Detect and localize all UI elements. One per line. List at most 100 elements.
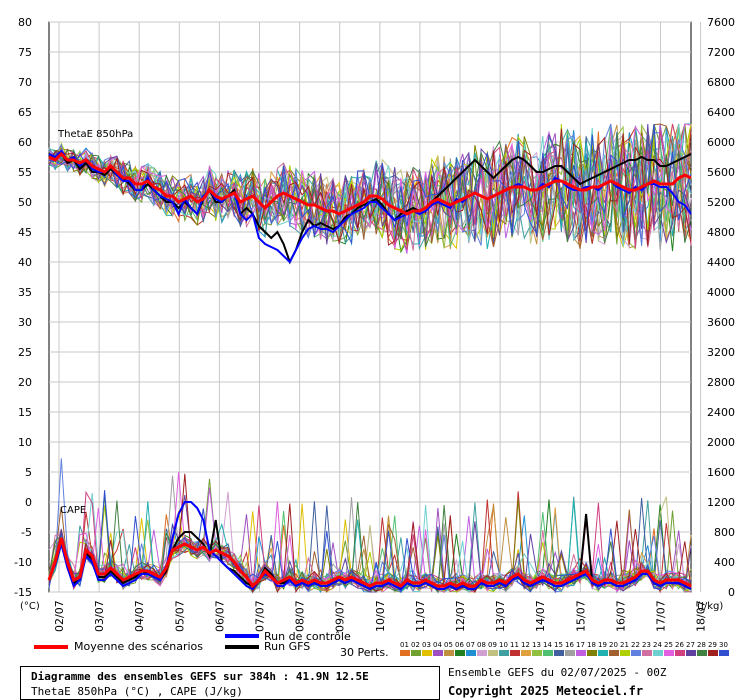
right-tick-label: 3600 <box>707 316 735 329</box>
member-swatch <box>433 650 443 656</box>
thetae-member-line <box>48 123 692 245</box>
member-swatch <box>598 650 608 656</box>
gfs-legend-label: Run GFS <box>264 640 311 653</box>
left-tick-label: -15 <box>14 586 32 599</box>
x-tick-label: 18/07 <box>695 600 708 632</box>
member-swatch <box>532 650 542 656</box>
member-legend: 01 02 03 04 05 06 07 08 09 10 11 12 13 14 15 16 17 18 19 20… <box>400 641 729 656</box>
member-label: 08 <box>477 641 486 649</box>
x-tick-label: 12/07 <box>454 600 467 632</box>
member-label: 16 <box>565 641 574 649</box>
member-label: 23 <box>642 641 651 649</box>
member-swatch <box>565 650 575 656</box>
member-label: 02 <box>411 641 420 649</box>
member-label: 27 <box>686 641 695 649</box>
member-label: 24 <box>653 641 662 649</box>
mean-legend-line <box>34 645 68 649</box>
member-label: 01 <box>400 641 409 649</box>
member-swatch <box>444 650 454 656</box>
perturbations-label: 30 Perts. <box>340 646 389 659</box>
member-label: 09 <box>488 641 497 649</box>
copyright: Copyright 2025 Meteociel.fr <box>448 684 644 698</box>
member-swatch <box>686 650 696 656</box>
member-swatch <box>499 650 509 656</box>
right-tick-label: 7200 <box>707 46 735 59</box>
member-swatch <box>411 650 421 656</box>
right-tick-label: 3200 <box>707 346 735 359</box>
left-tick-label: 55 <box>18 166 32 179</box>
member-label: 18 <box>587 641 596 649</box>
left-tick-label: 30 <box>18 316 32 329</box>
cape-panel-label: CAPE <box>60 505 86 516</box>
left-tick-label: 15 <box>18 406 32 419</box>
member-label: 07 <box>466 641 475 649</box>
x-tick-label: 16/07 <box>614 600 627 632</box>
member-label: 04 <box>433 641 442 649</box>
member-label: 11 <box>510 641 519 649</box>
right-tick-label: 400 <box>714 556 735 569</box>
left-tick-label: 75 <box>18 46 32 59</box>
right-tick-label: 4000 <box>707 286 735 299</box>
cape-mean-line <box>47 537 692 589</box>
member-label: 26 <box>675 641 684 649</box>
thetae-mean-line <box>48 151 692 216</box>
x-tick-label: 15/07 <box>574 600 587 632</box>
control-legend-line <box>225 634 259 638</box>
member-swatch <box>510 650 520 656</box>
left-tick-label: 25 <box>18 346 32 359</box>
x-tick-label: 14/07 <box>534 600 547 632</box>
member-swatch <box>422 650 432 656</box>
member-swatch <box>664 650 674 656</box>
member-label: 10 <box>499 641 508 649</box>
right-axis-unit: (J/kg) <box>697 601 723 612</box>
member-label: 13 <box>532 641 541 649</box>
member-swatch <box>620 650 630 656</box>
member-swatch <box>455 650 465 656</box>
left-tick-label: -5 <box>21 526 32 539</box>
left-tick-label: -10 <box>14 556 32 569</box>
member-swatch <box>466 650 476 656</box>
member-swatch <box>488 650 498 656</box>
member-label: 19 <box>598 641 607 649</box>
chart-title: Diagramme des ensembles GEFS sur 384h : … <box>31 670 369 683</box>
member-swatch <box>576 650 586 656</box>
member-label: 17 <box>576 641 585 649</box>
right-axis: 7600720068006400600056005200480044004000… <box>707 16 735 599</box>
right-tick-label: 2800 <box>707 376 735 389</box>
x-tick-label: 09/07 <box>334 600 347 632</box>
plot-area <box>48 21 692 593</box>
ensemble-run-info: Ensemble GEFS du 02/07/2025 - 00Z <box>448 666 667 679</box>
right-tick-label: 4800 <box>707 226 735 239</box>
member-swatch <box>653 650 663 656</box>
member-label: 20 <box>609 641 618 649</box>
chart-subtitle: ThetaE 850hPa (°C) , CAPE (J/kg) <box>31 685 243 698</box>
left-tick-label: 20 <box>18 376 32 389</box>
left-axis-unit: (°C) <box>20 601 40 612</box>
right-tick-label: 0 <box>728 586 735 599</box>
member-label: 25 <box>664 641 673 649</box>
x-tick-label: 02/07 <box>53 600 66 632</box>
member-swatch <box>697 650 707 656</box>
member-label: 14 <box>543 641 552 649</box>
member-swatch <box>587 650 597 656</box>
right-tick-label: 6400 <box>707 106 735 119</box>
x-tick-label: 05/07 <box>173 600 186 632</box>
right-tick-label: 6000 <box>707 136 735 149</box>
member-swatch <box>554 650 564 656</box>
right-tick-label: 6800 <box>707 76 735 89</box>
right-tick-label: 800 <box>714 526 735 539</box>
member-label: 15 <box>554 641 563 649</box>
member-swatch <box>400 650 410 656</box>
member-label: 06 <box>455 641 464 649</box>
member-label: 30 <box>719 641 728 649</box>
left-tick-label: 50 <box>18 196 32 209</box>
left-tick-label: 60 <box>18 136 32 149</box>
right-tick-label: 5600 <box>707 166 735 179</box>
left-tick-label: 80 <box>18 16 32 29</box>
right-tick-label: 2400 <box>707 406 735 419</box>
cape-control-line <box>48 501 692 591</box>
member-swatch <box>675 650 685 656</box>
left-tick-label: 5 <box>25 466 32 479</box>
left-tick-label: 65 <box>18 106 32 119</box>
